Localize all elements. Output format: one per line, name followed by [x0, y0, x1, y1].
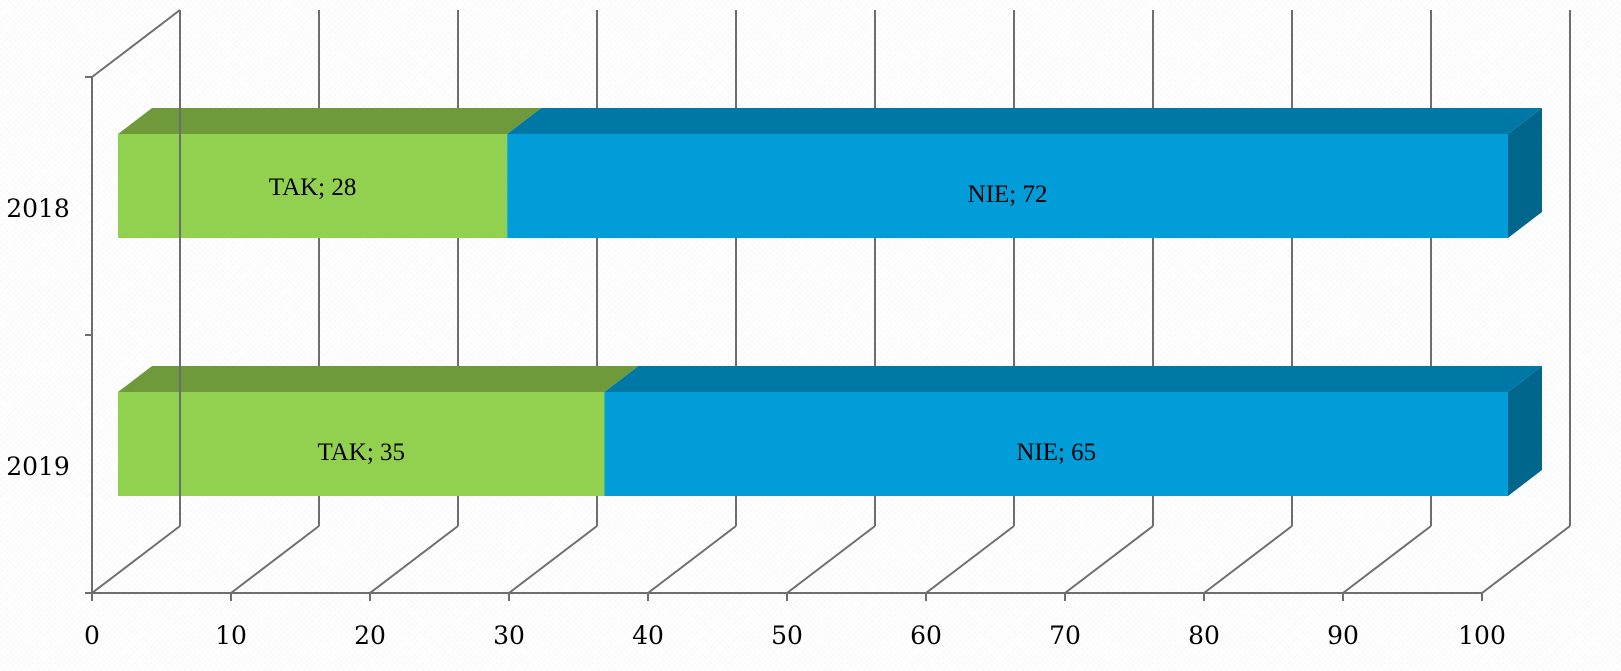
bar-tak-2019: [118, 366, 639, 496]
gridline-60: [925, 10, 1015, 594]
bar-side-face: [1508, 108, 1542, 238]
x-tick-label: 30: [493, 621, 525, 650]
gridline-floor: [1342, 525, 1432, 594]
gridline-30: [508, 10, 598, 594]
data-label-tak-2019: TAK; 35: [317, 439, 405, 466]
gridline-10: [230, 10, 320, 594]
gridline-floor: [508, 525, 598, 594]
data-label-tak-2018: TAK; 28: [269, 174, 357, 201]
gridline-floor: [369, 525, 459, 594]
x-tick-label: 60: [910, 621, 942, 650]
bar-front-face: [507, 134, 1508, 238]
bar-front-face: [118, 392, 605, 496]
y-tick-label-2019: 2019: [6, 452, 70, 481]
gridline-90: [1342, 10, 1432, 594]
gridline-floor: [786, 525, 876, 594]
y-axis: 2018 2019: [6, 9, 181, 594]
wall-top-edge: [91, 9, 181, 78]
gridline-40: [647, 10, 737, 594]
data-label-nie-2018: NIE; 72: [968, 181, 1048, 208]
bars: [118, 108, 1543, 496]
x-axis: 0 10 20 30 40 50 60 70 80 90 100: [84, 592, 1506, 650]
gridline-50: [786, 10, 876, 594]
x-tick-label: 40: [632, 621, 664, 650]
gridline-floor: [230, 525, 320, 594]
y-tick-label-2018: 2018: [6, 194, 70, 223]
x-tick-label: 50: [771, 621, 803, 650]
bar-side-face: [1508, 366, 1542, 496]
x-tick-label: 100: [1458, 621, 1506, 650]
gridline-floor: [647, 525, 737, 594]
gridline-floor: [925, 525, 1015, 594]
bar-top-face: [118, 108, 542, 134]
bar-tak-2018: [118, 108, 542, 238]
bar-top-face: [507, 108, 1543, 134]
bar-top-face: [118, 366, 639, 392]
bar-front-face: [604, 392, 1508, 496]
x-tick-label: 10: [215, 621, 247, 650]
x-tick-label: 90: [1327, 621, 1359, 650]
gridline-floor: [91, 525, 181, 594]
gridline-80: [1203, 10, 1293, 594]
bar-front-face: [118, 134, 508, 238]
x-tick-label: 70: [1049, 621, 1081, 650]
gridlines: [91, 10, 1571, 594]
bar-nie-2019: [604, 366, 1542, 496]
x-tick-label: 0: [84, 621, 100, 650]
x-tick-label: 20: [354, 621, 386, 650]
gridline-floor: [1481, 525, 1571, 594]
left-wall: [91, 9, 181, 593]
x-tick-label: 80: [1188, 621, 1220, 650]
gridline-100: [1481, 10, 1571, 594]
gridline-70: [1064, 10, 1154, 594]
data-label-nie-2019: NIE; 65: [1016, 439, 1096, 466]
gridline-floor: [1203, 525, 1293, 594]
gridline-0: [91, 525, 181, 594]
bar-nie-2018: [507, 108, 1543, 238]
bar-top-face: [604, 366, 1542, 392]
data-labels: TAK; 28 NIE; 72 TAK; 35 NIE; 65: [269, 174, 1096, 466]
gridline-floor: [1064, 525, 1154, 594]
gridline-20: [369, 10, 459, 594]
